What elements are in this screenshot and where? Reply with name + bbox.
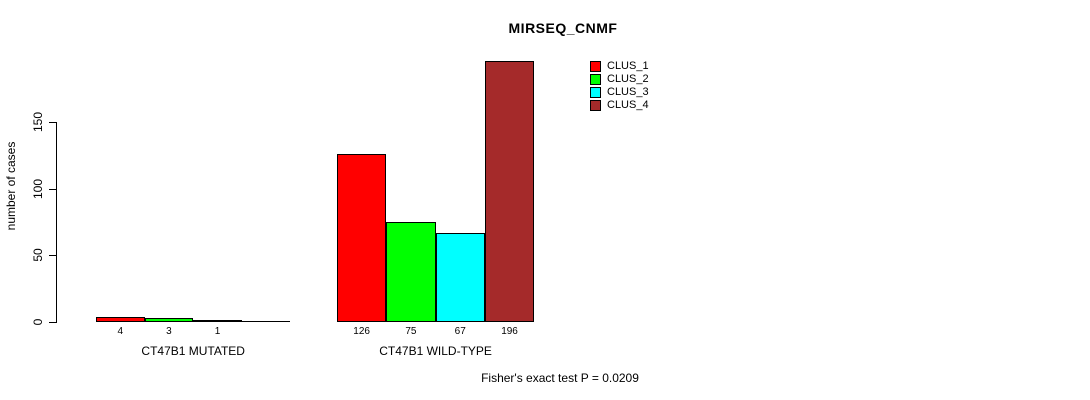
legend: CLUS_1 CLUS_2 CLUS_3 CLUS_4: [590, 60, 649, 112]
legend-row-clus_3: CLUS_3: [590, 86, 649, 98]
group-label: CT47B1 MUTATED: [141, 344, 245, 358]
legend-label: CLUS_3: [607, 85, 649, 98]
y-tick-mark: [49, 188, 57, 190]
bar-value-label: 3: [166, 326, 172, 337]
legend-row-clus_2: CLUS_2: [590, 73, 649, 85]
y-tick-label: 0: [31, 318, 45, 326]
bar-clus_1: [96, 316, 145, 322]
y-axis-label: number of cases: [4, 141, 18, 231]
bar-value-label: 1: [214, 326, 221, 337]
fisher-test-annotation: Fisher's exact test P = 0.0209: [481, 371, 639, 385]
bar-value-label: 196: [501, 326, 518, 337]
legend-swatch-icon: [590, 73, 601, 85]
y-tick-label: 50: [31, 248, 45, 263]
bar-clus_2: [144, 318, 194, 322]
legend-row-clus_1: CLUS_1: [590, 60, 649, 72]
y-tick-mark: [49, 322, 57, 323]
chart-title: MIRSEQ_CNMF: [508, 20, 618, 36]
y-axis-line: [56, 122, 57, 322]
legend-swatch-icon: [590, 86, 601, 98]
y-tick-label: 100: [31, 178, 45, 199]
bar-clus_3: [193, 320, 242, 322]
y-tick-label: 150: [31, 111, 45, 133]
bar-clus_2: [386, 222, 436, 322]
bar-value-label: 75: [405, 326, 417, 337]
legend-label: CLUS_4: [607, 98, 649, 111]
legend-label: CLUS_2: [607, 72, 649, 85]
bar-clus_4-zero: [241, 321, 291, 322]
bar-clus_3: [435, 232, 485, 322]
bar-clus_1: [337, 154, 387, 322]
y-tick-mark: [49, 255, 57, 257]
bar-value-label: 67: [454, 326, 466, 337]
legend-label: CLUS_1: [607, 59, 649, 72]
legend-swatch-icon: [590, 99, 601, 111]
legend-swatch-icon: [590, 60, 601, 72]
bar-value-label: 4: [117, 326, 124, 337]
bar-value-label: 126: [353, 326, 370, 337]
legend-row-clus_4: CLUS_4: [590, 99, 649, 111]
y-tick-mark: [49, 122, 57, 123]
bar-clus_4: [484, 60, 535, 322]
group-label: CT47B1 WILD-TYPE: [379, 344, 492, 358]
